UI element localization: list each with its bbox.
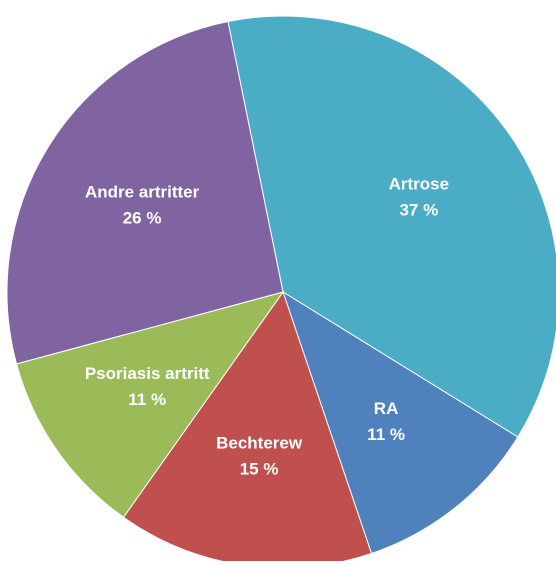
slice-label: Andre artritter <box>85 182 200 201</box>
slice-value-label: 11 % <box>367 425 405 444</box>
slice-label: Artrose <box>389 175 449 194</box>
slice-label: Bechterew <box>216 433 303 452</box>
slice-label: Psoriasis artritt <box>85 364 210 383</box>
slice-value-label: 11 % <box>128 390 166 409</box>
slice-value-label: 15 % <box>240 459 279 478</box>
pie-slice <box>282 290 519 555</box>
pie-slice <box>15 291 285 518</box>
pie-slice <box>227 15 556 438</box>
slice-value-label: 37 % <box>399 201 438 220</box>
pie-slice <box>6 20 284 365</box>
slice-label: RA <box>374 399 399 418</box>
slice-value-label: 26 % <box>123 208 162 227</box>
